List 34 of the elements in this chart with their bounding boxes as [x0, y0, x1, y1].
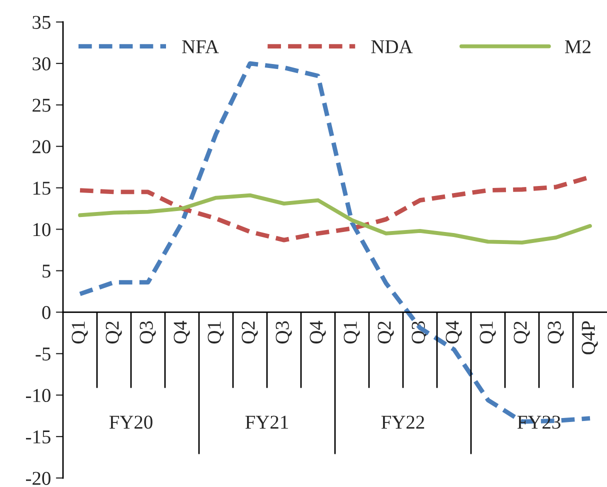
y-tick-label: 30 [32, 57, 50, 70]
y-tick-label: 10 [33, 223, 50, 236]
y-tick-label: 25 [32, 98, 50, 112]
line-series [78, 193, 592, 244]
y-tick-label: 0 [42, 306, 50, 320]
x-tick-label: Q3 [140, 321, 156, 344]
x-tick-label: Q2 [378, 322, 394, 344]
x-tick-label: Q2 [106, 322, 122, 344]
y-tick-label: 5 [42, 264, 50, 278]
x-tick-label: Q2 [242, 322, 258, 344]
x-tick-label: Q1 [208, 322, 224, 344]
legend-label: NFA [182, 40, 219, 54]
y-tick-label: 15 [33, 182, 50, 195]
y-tick-label: -5 [36, 348, 50, 361]
x-tick-label: Q4 [446, 320, 462, 344]
y-tick-label: -15 [26, 430, 50, 444]
y-tick-label: 20 [32, 140, 50, 154]
x-tick-label: Q1 [72, 322, 88, 344]
annotation: FY22 [381, 416, 424, 429]
legend-label: M2 [565, 40, 590, 54]
legend-label: NDA [371, 40, 413, 54]
x-tick-label: Q1 [480, 322, 496, 344]
y-tick-label: 35 [32, 16, 50, 29]
y-tick-label: -20 [26, 472, 50, 485]
x-tick-label: Q4 [174, 320, 190, 344]
y-tick-label: -10 [26, 388, 50, 402]
x-tick-label: Q3 [276, 321, 292, 344]
annotation: FY20 [109, 416, 152, 429]
x-tick-label: Q2 [514, 322, 530, 344]
x-tick-label: Q4P [582, 321, 598, 354]
x-tick-label: Q1 [344, 322, 360, 344]
x-tick-label: Q4 [310, 320, 326, 344]
annotation: FY21 [245, 416, 288, 429]
x-tick-label: Q3 [548, 321, 564, 344]
